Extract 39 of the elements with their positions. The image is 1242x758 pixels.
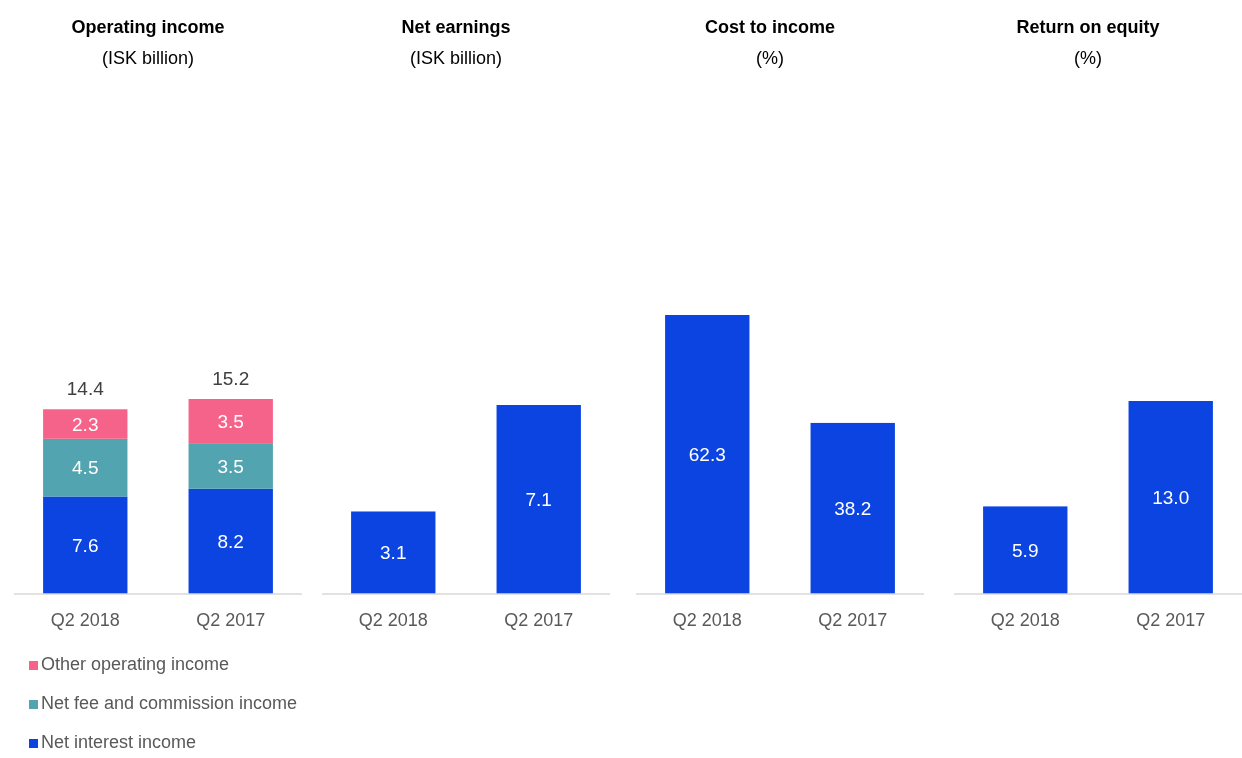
data-label: 13.0 xyxy=(1152,487,1190,509)
bar xyxy=(43,438,128,497)
legend-label: Net fee and commission income xyxy=(41,693,298,713)
data-label: 3.5 xyxy=(217,411,244,433)
total-label: 15.2 xyxy=(212,368,250,389)
bar xyxy=(188,399,273,444)
data-label: 2.3 xyxy=(72,413,99,435)
x-tick-label: Q2 2018 xyxy=(990,610,1060,630)
legend-label: Net interest income xyxy=(41,732,197,752)
data-label: 3.5 xyxy=(217,456,244,477)
x-tick-label: Q2 2017 xyxy=(196,610,266,630)
chart-title: Operating income xyxy=(71,17,225,37)
bar xyxy=(188,443,273,489)
data-label: 38.2 xyxy=(834,498,872,520)
chart-subtitle: (ISK billion) xyxy=(409,48,503,68)
chart-title: Cost to income xyxy=(704,17,836,37)
x-tick-label: Q2 2017 xyxy=(818,610,888,630)
x-tick-label: Q2 2018 xyxy=(50,610,120,630)
x-tick-label: Q2 2018 xyxy=(672,610,742,630)
chart-subtitle: (%) xyxy=(1074,48,1102,68)
chart-title: Net earnings xyxy=(401,17,511,37)
total-label: 14.4 xyxy=(66,378,105,400)
x-tick-label: Q2 2018 xyxy=(358,610,428,630)
chart-subtitle: (ISK billion) xyxy=(101,48,195,68)
chart-title: Return on equity xyxy=(1016,17,1160,37)
bar xyxy=(188,488,273,594)
x-tick-label: Q2 2017 xyxy=(1136,610,1206,630)
data-label: 8.2 xyxy=(217,531,244,553)
data-label: 62.3 xyxy=(688,444,726,466)
data-label: 3.1 xyxy=(380,542,407,564)
data-label: 7.6 xyxy=(72,534,99,556)
x-tick-label: Q2 2017 xyxy=(504,610,574,630)
legend-label: Other operating income xyxy=(41,654,230,674)
bar xyxy=(43,496,128,594)
bar xyxy=(43,409,128,439)
data-label: 7.1 xyxy=(525,489,552,511)
chart-subtitle: (%) xyxy=(756,48,784,68)
data-label: 5.9 xyxy=(1012,539,1039,561)
data-label: 4.5 xyxy=(72,457,99,479)
